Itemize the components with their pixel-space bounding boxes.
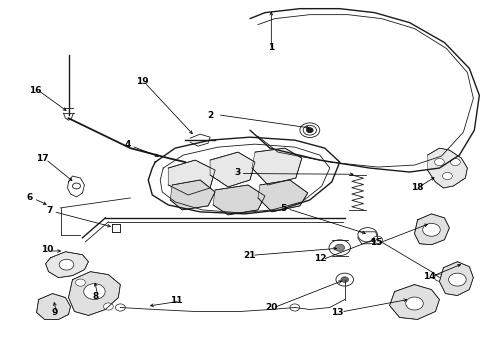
Polygon shape bbox=[37, 293, 70, 319]
Text: 20: 20 bbox=[264, 303, 277, 312]
Polygon shape bbox=[251, 148, 301, 185]
Circle shape bbox=[76, 279, 85, 286]
Circle shape bbox=[72, 183, 81, 189]
Polygon shape bbox=[170, 180, 215, 210]
Text: 1: 1 bbox=[267, 43, 274, 52]
Polygon shape bbox=[258, 180, 307, 212]
Text: 9: 9 bbox=[51, 308, 58, 317]
Polygon shape bbox=[112, 224, 120, 232]
Circle shape bbox=[372, 236, 382, 243]
Text: 18: 18 bbox=[410, 183, 423, 192]
Circle shape bbox=[442, 172, 451, 180]
Polygon shape bbox=[389, 285, 439, 319]
Circle shape bbox=[103, 303, 113, 310]
Circle shape bbox=[299, 123, 319, 138]
Circle shape bbox=[335, 273, 353, 286]
Circle shape bbox=[422, 223, 439, 236]
Circle shape bbox=[115, 304, 125, 311]
Text: 2: 2 bbox=[207, 111, 213, 120]
Text: 7: 7 bbox=[46, 206, 53, 215]
Circle shape bbox=[434, 158, 444, 166]
Polygon shape bbox=[439, 262, 472, 296]
Circle shape bbox=[306, 128, 312, 132]
Circle shape bbox=[303, 125, 316, 135]
Text: 21: 21 bbox=[243, 251, 255, 260]
Circle shape bbox=[357, 228, 377, 242]
Text: 17: 17 bbox=[36, 154, 48, 163]
Circle shape bbox=[83, 284, 105, 300]
Text: 6: 6 bbox=[27, 193, 33, 202]
Circle shape bbox=[59, 259, 74, 270]
Polygon shape bbox=[168, 160, 215, 195]
Polygon shape bbox=[45, 252, 88, 278]
Text: 12: 12 bbox=[313, 255, 325, 264]
Circle shape bbox=[340, 277, 348, 283]
Circle shape bbox=[289, 304, 299, 311]
Circle shape bbox=[334, 244, 344, 251]
Text: 4: 4 bbox=[124, 140, 130, 149]
Circle shape bbox=[449, 158, 459, 166]
Circle shape bbox=[306, 128, 312, 132]
Text: 11: 11 bbox=[170, 296, 182, 305]
Text: 8: 8 bbox=[92, 292, 99, 301]
Text: 10: 10 bbox=[41, 246, 53, 255]
Text: 5: 5 bbox=[280, 204, 286, 213]
Text: 19: 19 bbox=[136, 77, 148, 86]
Text: 16: 16 bbox=[28, 86, 41, 95]
Text: 14: 14 bbox=[423, 272, 435, 281]
Polygon shape bbox=[427, 148, 467, 188]
Circle shape bbox=[328, 240, 350, 256]
Circle shape bbox=[434, 274, 444, 281]
Text: 13: 13 bbox=[330, 308, 343, 317]
Text: 15: 15 bbox=[369, 238, 382, 247]
Circle shape bbox=[405, 297, 423, 310]
Polygon shape bbox=[213, 185, 264, 215]
Polygon shape bbox=[210, 152, 254, 187]
Polygon shape bbox=[414, 214, 448, 245]
Polygon shape bbox=[68, 272, 120, 315]
Text: 3: 3 bbox=[234, 168, 240, 177]
Circle shape bbox=[447, 273, 465, 286]
